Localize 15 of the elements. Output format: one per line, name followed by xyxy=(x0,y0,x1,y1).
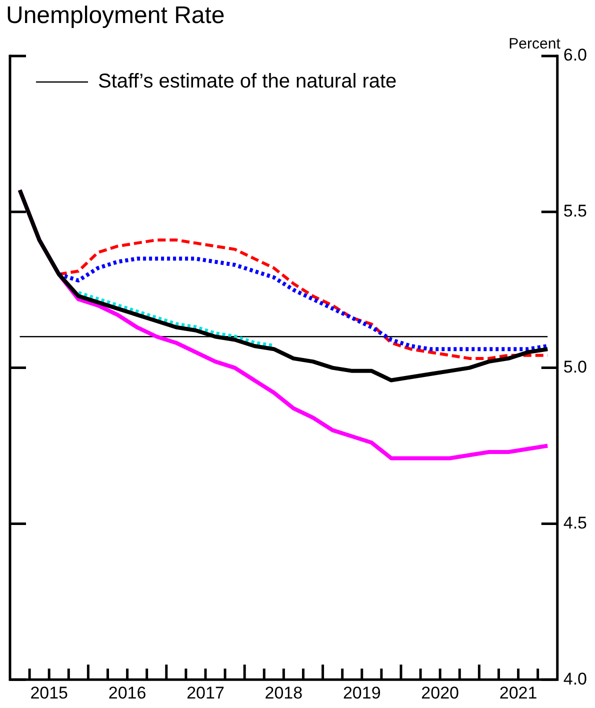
x-tick-label: 2015 xyxy=(30,683,68,702)
x-tick-label: 2017 xyxy=(186,683,224,702)
x-tick-label: 2018 xyxy=(264,683,303,702)
y-tick-label: 5.5 xyxy=(563,202,588,221)
y-tick-label: 4.0 xyxy=(563,669,588,688)
legend-label: Staff’s estimate of the natural rate xyxy=(98,70,397,93)
y-tick-label: 5.0 xyxy=(563,357,588,376)
x-tick-label: 2019 xyxy=(342,683,381,702)
y-tick-label: 6.0 xyxy=(563,46,588,65)
x-tick-label: 2016 xyxy=(108,683,146,702)
chart-title: Unemployment Rate xyxy=(5,1,226,31)
y-axis-title: Percent xyxy=(508,36,562,53)
y-tick-label: 4.5 xyxy=(563,513,588,532)
x-tick-label: 2021 xyxy=(499,683,538,702)
x-tick-label: 2020 xyxy=(421,683,459,702)
